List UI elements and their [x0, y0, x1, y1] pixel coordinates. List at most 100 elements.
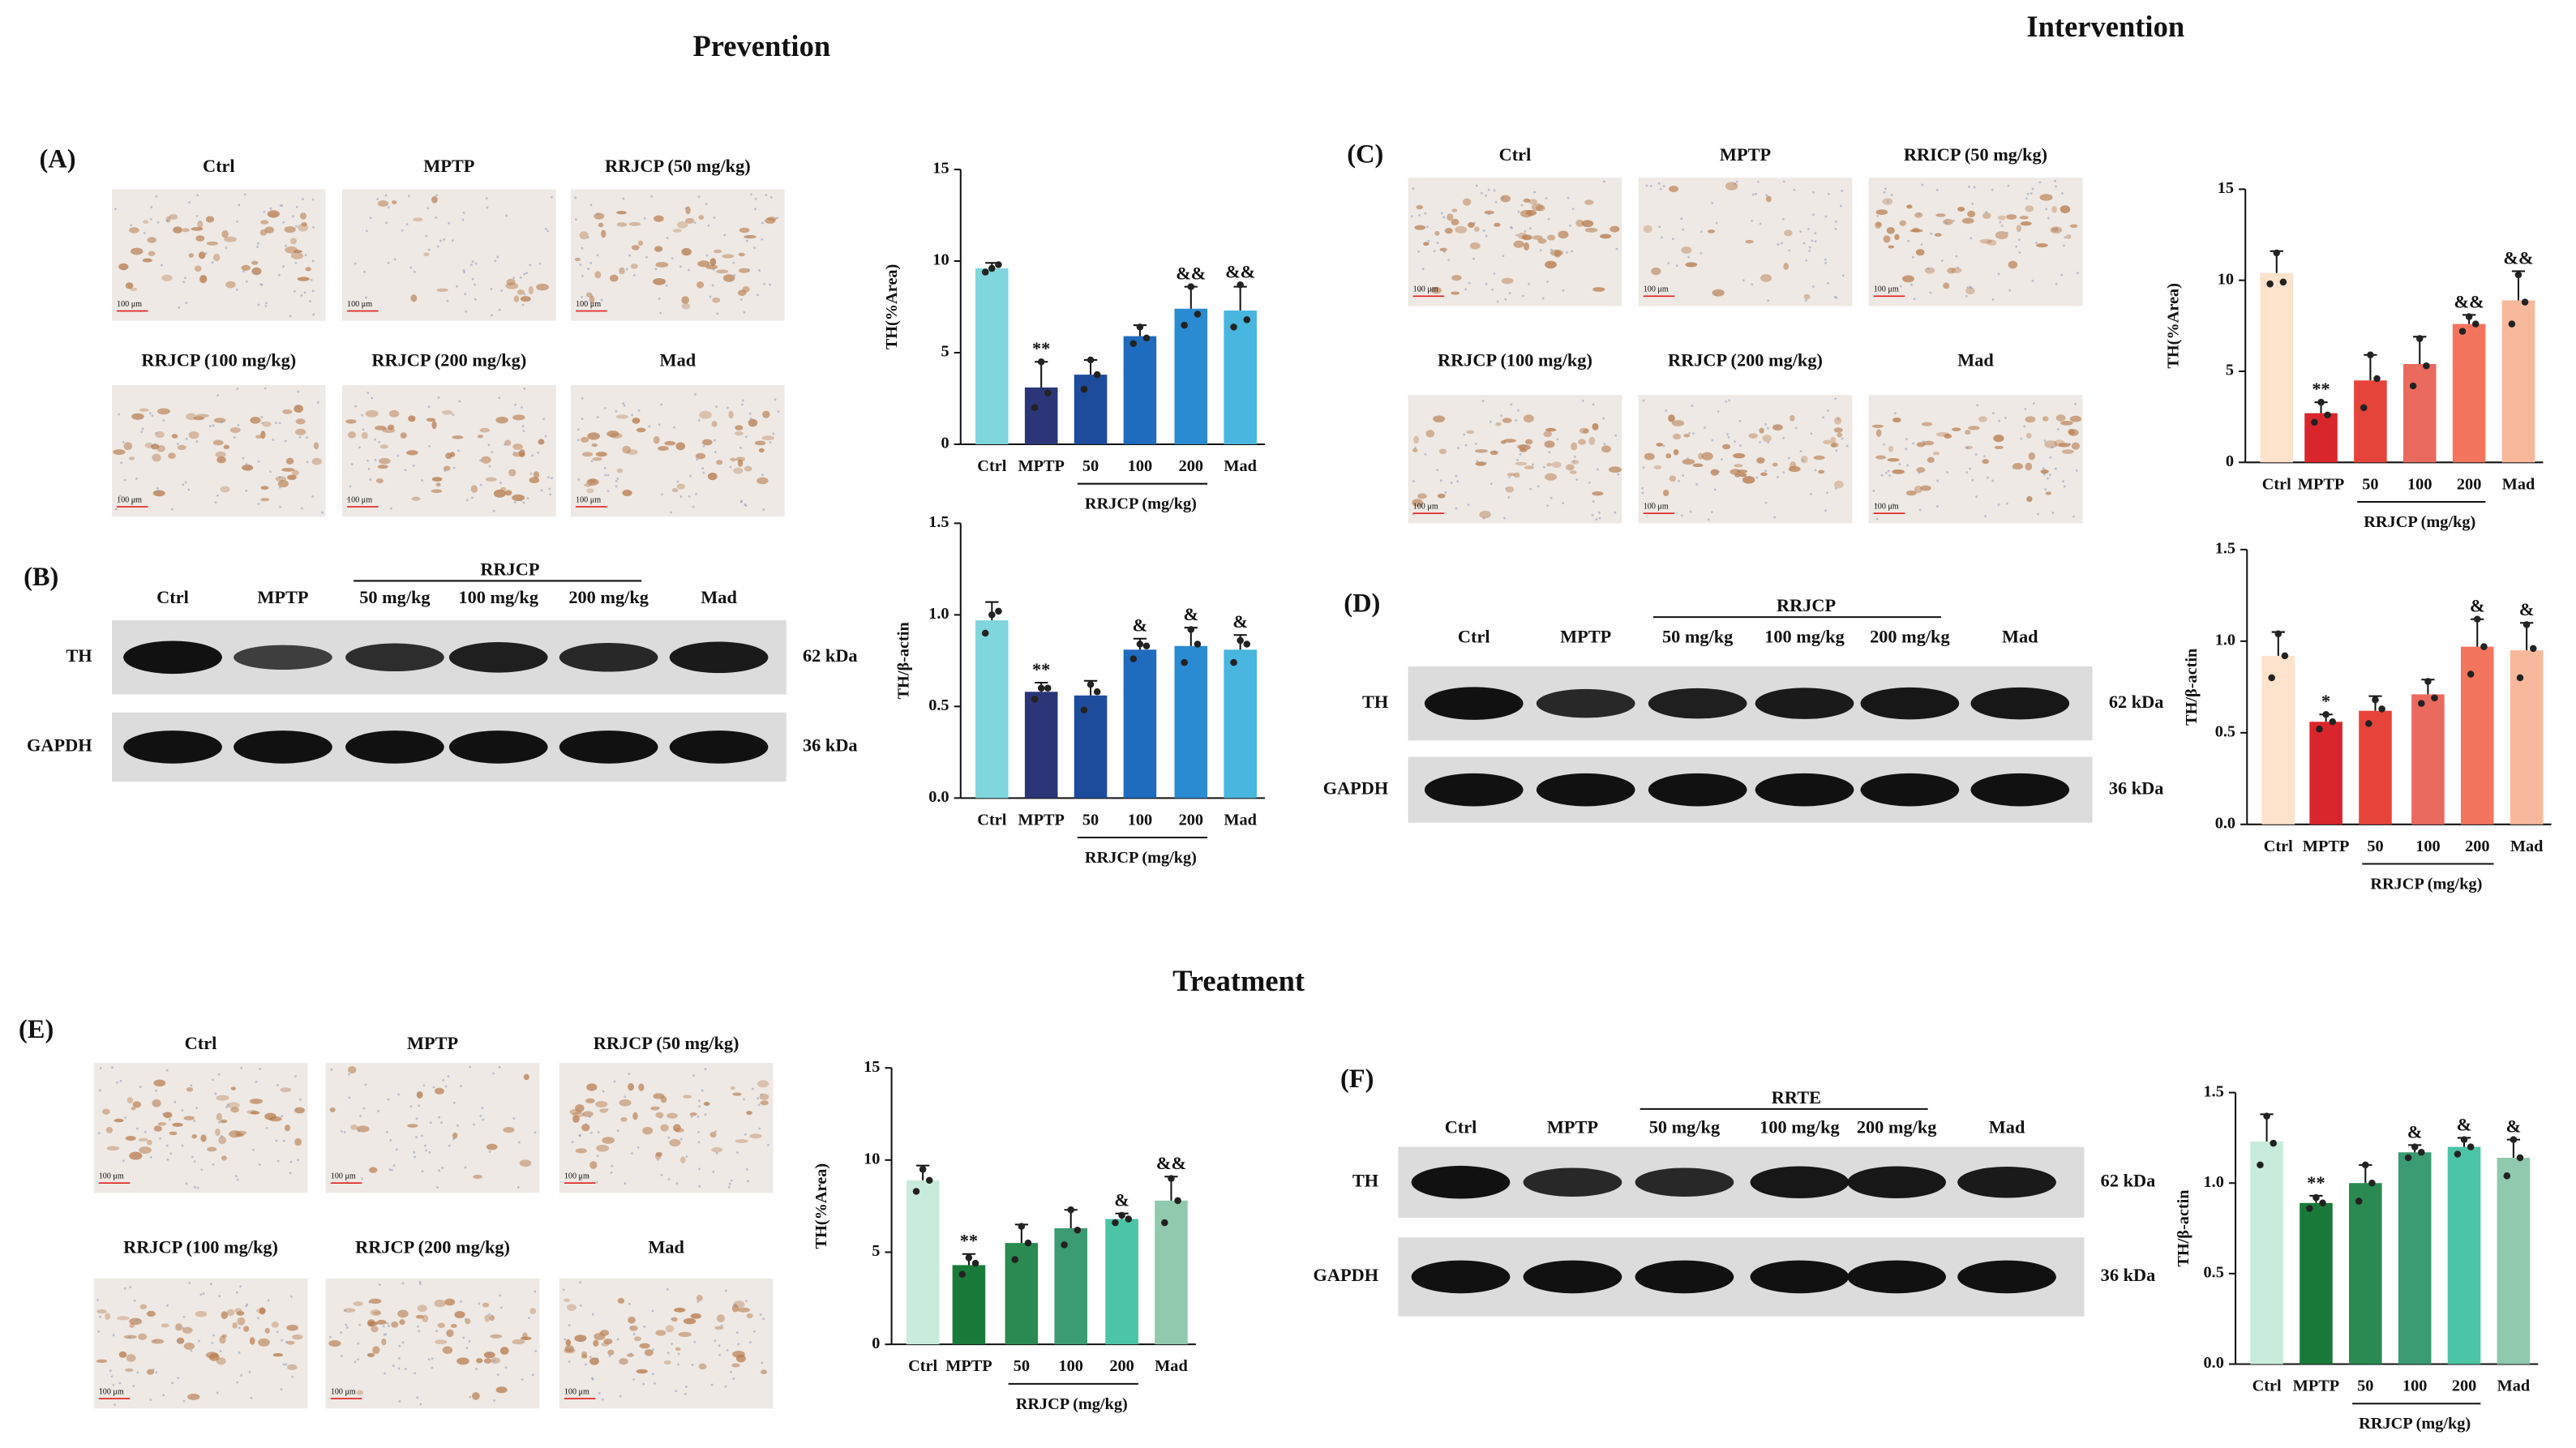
nucleus [1799, 230, 1802, 233]
nucleus [1717, 470, 1720, 473]
stained-cell [102, 1108, 110, 1115]
nucleus [577, 478, 581, 481]
nucleus [282, 221, 285, 224]
stained-cell [426, 418, 436, 422]
stained-cell [730, 457, 736, 462]
stained-cell [372, 1346, 380, 1355]
nucleus [712, 268, 715, 271]
nucleus [530, 454, 534, 457]
nucleus [2005, 231, 2008, 234]
nucleus [492, 1360, 495, 1362]
stained-cell [617, 1297, 625, 1304]
nucleus [732, 1377, 735, 1380]
nucleus [204, 252, 208, 255]
nucleus [487, 443, 491, 447]
nucleus [744, 435, 748, 439]
stained-cell [262, 421, 272, 427]
nucleus [1717, 410, 1720, 413]
nucleus [378, 440, 381, 443]
nucleus [2054, 179, 2056, 182]
nucleus [359, 1115, 362, 1117]
stained-cell [343, 1308, 356, 1313]
stained-cell [681, 303, 691, 310]
nucleus [187, 488, 191, 491]
stained-cell [495, 1386, 508, 1394]
data-point [2423, 362, 2430, 370]
image-caption: RRICP (50 mg/kg) [1904, 144, 2047, 165]
stained-cell [631, 245, 640, 251]
nucleus [1912, 442, 1915, 445]
nucleus [298, 435, 302, 439]
nucleus [1801, 459, 1804, 462]
nucleus [2049, 473, 2051, 477]
nucleus [1548, 451, 1551, 454]
nucleus [294, 261, 298, 264]
stained-cell [285, 246, 298, 254]
y-tick-label: 0 [872, 1334, 880, 1352]
scale-bar-label: 100 μm [347, 495, 372, 504]
nucleus [496, 1373, 499, 1376]
nucleus [1641, 491, 1644, 495]
nucleus [99, 1315, 102, 1318]
x-tick-label: MPTP [1018, 457, 1064, 475]
nucleus [436, 1186, 439, 1189]
data-point [1181, 658, 1188, 666]
micrograph [570, 384, 785, 517]
nucleus [122, 440, 125, 443]
nucleus [705, 203, 708, 205]
nucleus [745, 1167, 748, 1171]
nucleus [1739, 444, 1742, 448]
stained-cell [589, 478, 597, 484]
nucleus [1524, 444, 1527, 448]
protein-band [1536, 773, 1635, 807]
nucleus [562, 1288, 565, 1292]
nucleus [1833, 296, 1837, 298]
nucleus [1728, 399, 1731, 402]
nucleus [1457, 447, 1459, 450]
nucleus [702, 444, 705, 448]
stained-cell [703, 1102, 710, 1106]
stained-cell [286, 1340, 295, 1345]
nucleus [183, 276, 186, 280]
y-tick-label: 1.5 [2215, 540, 2235, 558]
nucleus [1834, 220, 1837, 223]
nucleus [340, 1331, 343, 1334]
stained-cell [1932, 452, 1940, 456]
nucleus [739, 446, 742, 449]
nucleus [461, 218, 465, 221]
nucleus [752, 1330, 756, 1333]
nucleus [118, 495, 122, 498]
nucleus [1808, 249, 1811, 252]
y-tick-label: 10 [2218, 270, 2234, 288]
nucleus [269, 470, 272, 473]
stained-cell [1899, 220, 1906, 226]
stained-cell [722, 254, 735, 259]
nucleus [667, 1136, 671, 1139]
nucleus [435, 194, 438, 197]
nucleus [462, 1336, 465, 1339]
nucleus [418, 1280, 422, 1283]
stained-cell [1875, 209, 1888, 216]
nucleus [226, 1103, 229, 1107]
nucleus [727, 406, 729, 409]
nucleus [464, 293, 467, 296]
section-title: Treatment [1172, 964, 1305, 997]
nucleus [131, 503, 134, 506]
nucleus [688, 495, 691, 498]
nucleus [1592, 500, 1595, 503]
bar [1105, 1219, 1138, 1345]
nucleus [386, 1322, 389, 1325]
nucleus [256, 245, 259, 248]
nucleus [438, 1116, 441, 1119]
nucleus [284, 439, 287, 443]
nucleus [580, 1304, 582, 1307]
scale-bar-label: 100 μm [331, 1172, 356, 1180]
stained-cell [1653, 465, 1662, 469]
data-point [2510, 1136, 2518, 1143]
nucleus [350, 463, 354, 466]
nucleus [696, 458, 699, 461]
nucleus [1418, 289, 1421, 292]
data-point [2266, 280, 2274, 288]
stained-cell [1961, 217, 1974, 224]
data-point [2522, 621, 2531, 628]
